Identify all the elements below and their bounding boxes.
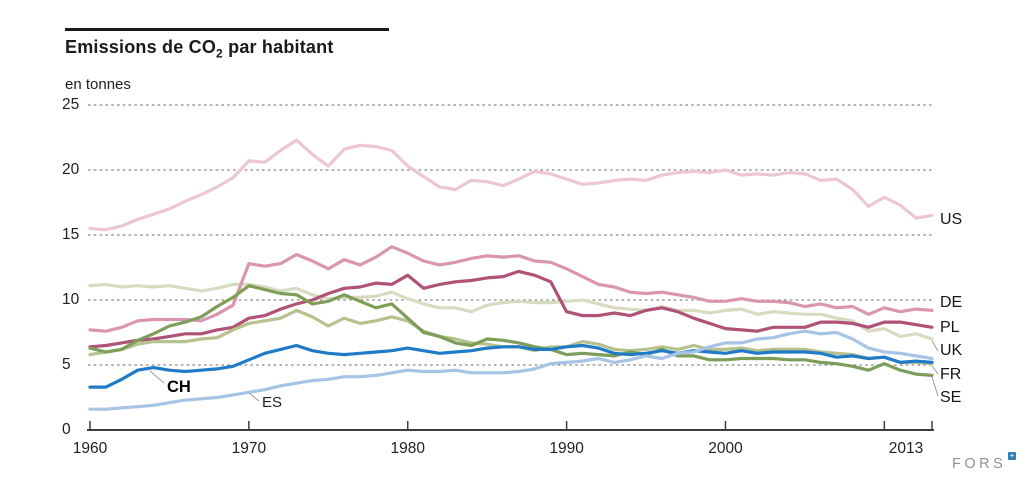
y-tick-label-0: 0	[62, 421, 71, 438]
series-label-ES: ES	[262, 394, 283, 411]
title-rule	[65, 28, 389, 31]
label-connector-FR	[931, 365, 939, 375]
x-tick-label-1980: 1980	[390, 440, 425, 457]
series-label-CH: CH	[167, 378, 191, 396]
series-label-FR: FR	[940, 366, 962, 383]
chart-title-text: Emissions de CO	[65, 37, 217, 57]
y-axis-unit-label: en tonnes	[65, 76, 131, 93]
series-line-SE	[88, 284, 934, 377]
fors-logo-text: FORS	[952, 456, 1007, 472]
series-line-DE	[88, 245, 934, 333]
fors-logo[interactable]: FORS	[952, 451, 1016, 472]
x-tick-label-1970: 1970	[231, 440, 267, 457]
series-label-DE: DE	[940, 294, 963, 311]
x-tick-label-2000: 2000	[708, 440, 743, 457]
series-label-UK: UK	[940, 342, 963, 359]
series-line-PL	[88, 269, 934, 349]
series-line-ES	[88, 329, 934, 411]
label-connector-ES	[248, 392, 260, 402]
series-line-CH	[88, 343, 934, 389]
label-connector-SE	[931, 376, 939, 397]
series-label-US: US	[940, 211, 963, 228]
chart-title-tail: par habitant	[222, 37, 334, 57]
y-tick-label-10: 10	[62, 291, 80, 308]
x-tick-label-1990: 1990	[549, 440, 584, 457]
y-tick-label-25: 25	[62, 96, 80, 113]
label-connector-CH	[149, 370, 165, 384]
y-tick-label-20: 20	[62, 161, 80, 178]
chart-title: Emissions de CO2 par habitant	[65, 37, 334, 61]
x-tick-label-1960: 1960	[72, 440, 108, 457]
fors-badge-icon	[1008, 451, 1016, 460]
label-connector-UK	[931, 340, 939, 352]
chart-title-subscript: 2	[216, 46, 223, 61]
series-line-UK	[88, 282, 934, 341]
y-tick-label-5: 5	[62, 356, 71, 373]
y-tick-label-15: 15	[62, 226, 80, 243]
x-tick-label-2013: 2013	[888, 440, 924, 457]
series-line-US	[88, 138, 934, 232]
series-label-SE: SE	[940, 389, 962, 406]
series-line-FR	[88, 308, 934, 366]
series-label-PL: PL	[940, 319, 960, 336]
